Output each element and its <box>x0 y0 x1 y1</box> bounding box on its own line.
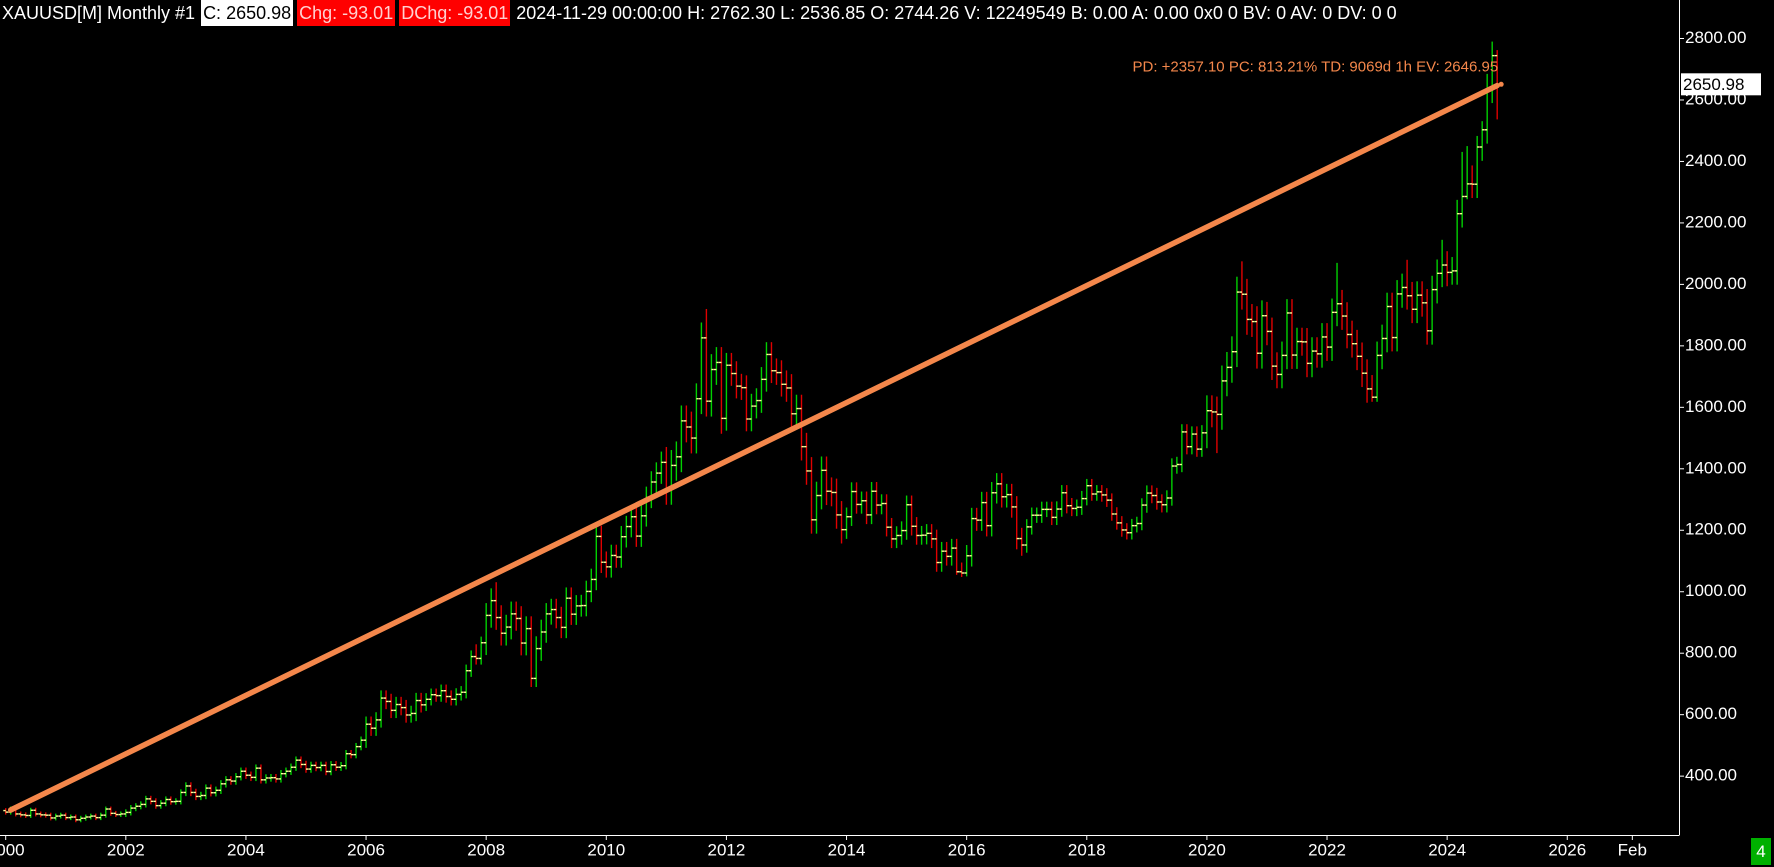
x-tick-label: 2026 <box>1548 840 1586 859</box>
x-tick-label: 2016 <box>948 840 986 859</box>
x-tick-label: 2000 <box>0 840 25 859</box>
x-tick-label: 2014 <box>828 840 866 859</box>
corner-badge: 4 <box>1751 838 1771 865</box>
y-tick-label: 2200.00 <box>1685 212 1746 231</box>
header-bar: XAUUSD[M] Monthly #1 C: 2650.98 Chg: -93… <box>0 0 1679 26</box>
y-tick-label: 1400.00 <box>1685 458 1746 477</box>
y-tick-label: 1600.00 <box>1685 397 1746 416</box>
x-tick-label: 2002 <box>107 840 145 859</box>
x-tick-label: Feb <box>1618 840 1647 859</box>
symbol: XAUUSD[M] Monthly #1 <box>2 3 196 23</box>
y-tick-label: 600.00 <box>1685 704 1737 723</box>
last-price-box <box>1681 73 1761 96</box>
x-tick-label: 2010 <box>587 840 625 859</box>
bar-details: 2024-11-29 00:00:00 H: 2762.30 L: 2536.8… <box>516 3 1397 23</box>
x-tick-label: 2024 <box>1428 840 1466 859</box>
x-tick-label: 2022 <box>1308 840 1346 859</box>
trend-line-label: PD: +2357.10 PC: 813.21% TD: 9069d 1h EV… <box>1133 59 1499 76</box>
x-tick-label: 2020 <box>1188 840 1226 859</box>
plot-area <box>3 41 1500 823</box>
y-tick-label: 2800.00 <box>1685 28 1746 47</box>
y-tick-label: 1200.00 <box>1685 520 1746 539</box>
y-tick-label: 1000.00 <box>1685 581 1746 600</box>
x-tick-label: 2006 <box>347 840 385 859</box>
y-tick-label: 1800.00 <box>1685 335 1746 354</box>
trend-line <box>7 82 1500 813</box>
y-tick-label: 2000.00 <box>1685 274 1746 293</box>
x-tick-label: 2012 <box>708 840 746 859</box>
x-tick-label: 2004 <box>227 840 265 859</box>
y-tick-label: 2400.00 <box>1685 151 1746 170</box>
y-tick-label: 800.00 <box>1685 643 1737 662</box>
change-quote: Chg: -93.01 <box>297 0 396 26</box>
x-tick-label: 2018 <box>1068 840 1106 859</box>
daily-change-quote: DChg: -93.01 <box>399 0 511 26</box>
y-tick-label: 400.00 <box>1685 766 1737 785</box>
x-tick-label: 2008 <box>467 840 505 859</box>
trend-end-marker <box>1498 81 1504 87</box>
close-quote: C: 2650.98 <box>201 0 294 26</box>
last-price-label: 2650.98 <box>1683 75 1744 94</box>
